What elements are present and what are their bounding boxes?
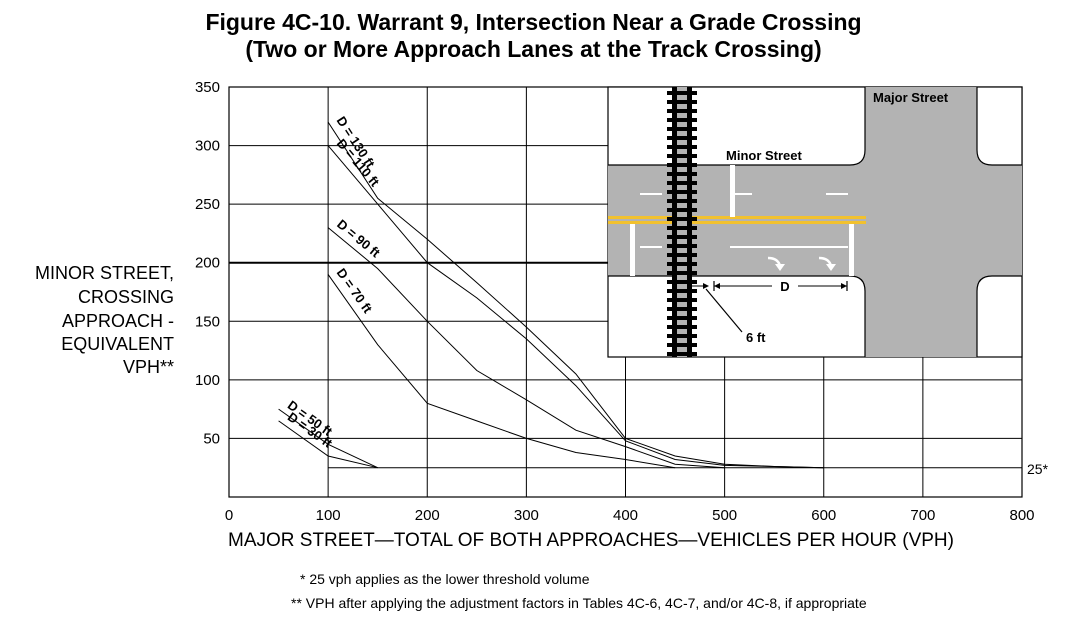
x-tick-label: 100 <box>316 507 341 524</box>
six-ft-label: 6 ft <box>746 330 766 345</box>
x-tick-label: 500 <box>712 507 737 524</box>
railroad-track <box>667 87 697 357</box>
major-street-label: Major Street <box>873 90 949 105</box>
y-tick-label: 50 <box>203 430 220 447</box>
chart-title-line2: (Two or More Approach Lanes at the Track… <box>245 36 822 62</box>
x-tick-label: 400 <box>613 507 638 524</box>
series-line <box>278 420 378 469</box>
tick-labels: 0 100 200 300 400 500 600 700 800 50 100 150 200 250 3… <box>195 79 1035 524</box>
y-tick-label: 350 <box>195 79 220 96</box>
series-line <box>327 145 824 469</box>
y-axis-label-line5: VPH** <box>122 357 174 377</box>
y-tick-label: 100 <box>195 372 220 389</box>
minor-street-label: Minor Street <box>726 148 803 163</box>
x-tick-label: 300 <box>514 507 539 524</box>
series-line <box>278 408 378 469</box>
y-axis-label-line2: CROSSING <box>77 287 174 307</box>
x-tick-label: 200 <box>415 507 440 524</box>
series-lines <box>278 121 824 469</box>
threshold-label: 25* <box>1027 461 1049 477</box>
x-tick-label: 700 <box>910 507 935 524</box>
chart-title-line1: Figure 4C-10. Warrant 9, Intersection Ne… <box>205 9 862 35</box>
footnote-1: * 25 vph applies as the lower threshold … <box>300 571 590 587</box>
footnote-2: ** VPH after applying the adjustment fac… <box>291 595 867 611</box>
series-line <box>327 227 725 469</box>
y-axis-label-line3: APPROACH - <box>61 311 174 331</box>
y-tick-label: 300 <box>195 138 220 155</box>
x-tick-label: 800 <box>1009 507 1034 524</box>
intersection-inset: D 6 ft Major Street Minor Street <box>607 86 1023 358</box>
series-line <box>327 121 824 469</box>
d-dimension-label: D <box>780 279 789 294</box>
x-axis-label: MAJOR STREET—TOTAL OF BOTH APPROACHES—VE… <box>228 530 954 551</box>
series-line <box>327 274 676 469</box>
x-tick-label: 600 <box>811 507 836 524</box>
y-tick-label: 200 <box>195 255 220 272</box>
x-tick-label: 0 <box>225 507 233 524</box>
y-tick-label: 150 <box>195 313 220 330</box>
y-tick-label: 250 <box>195 196 220 213</box>
y-axis-label-line4: EQUIVALENT <box>61 334 174 354</box>
y-axis-label-line1: MINOR STREET, <box>34 263 174 283</box>
